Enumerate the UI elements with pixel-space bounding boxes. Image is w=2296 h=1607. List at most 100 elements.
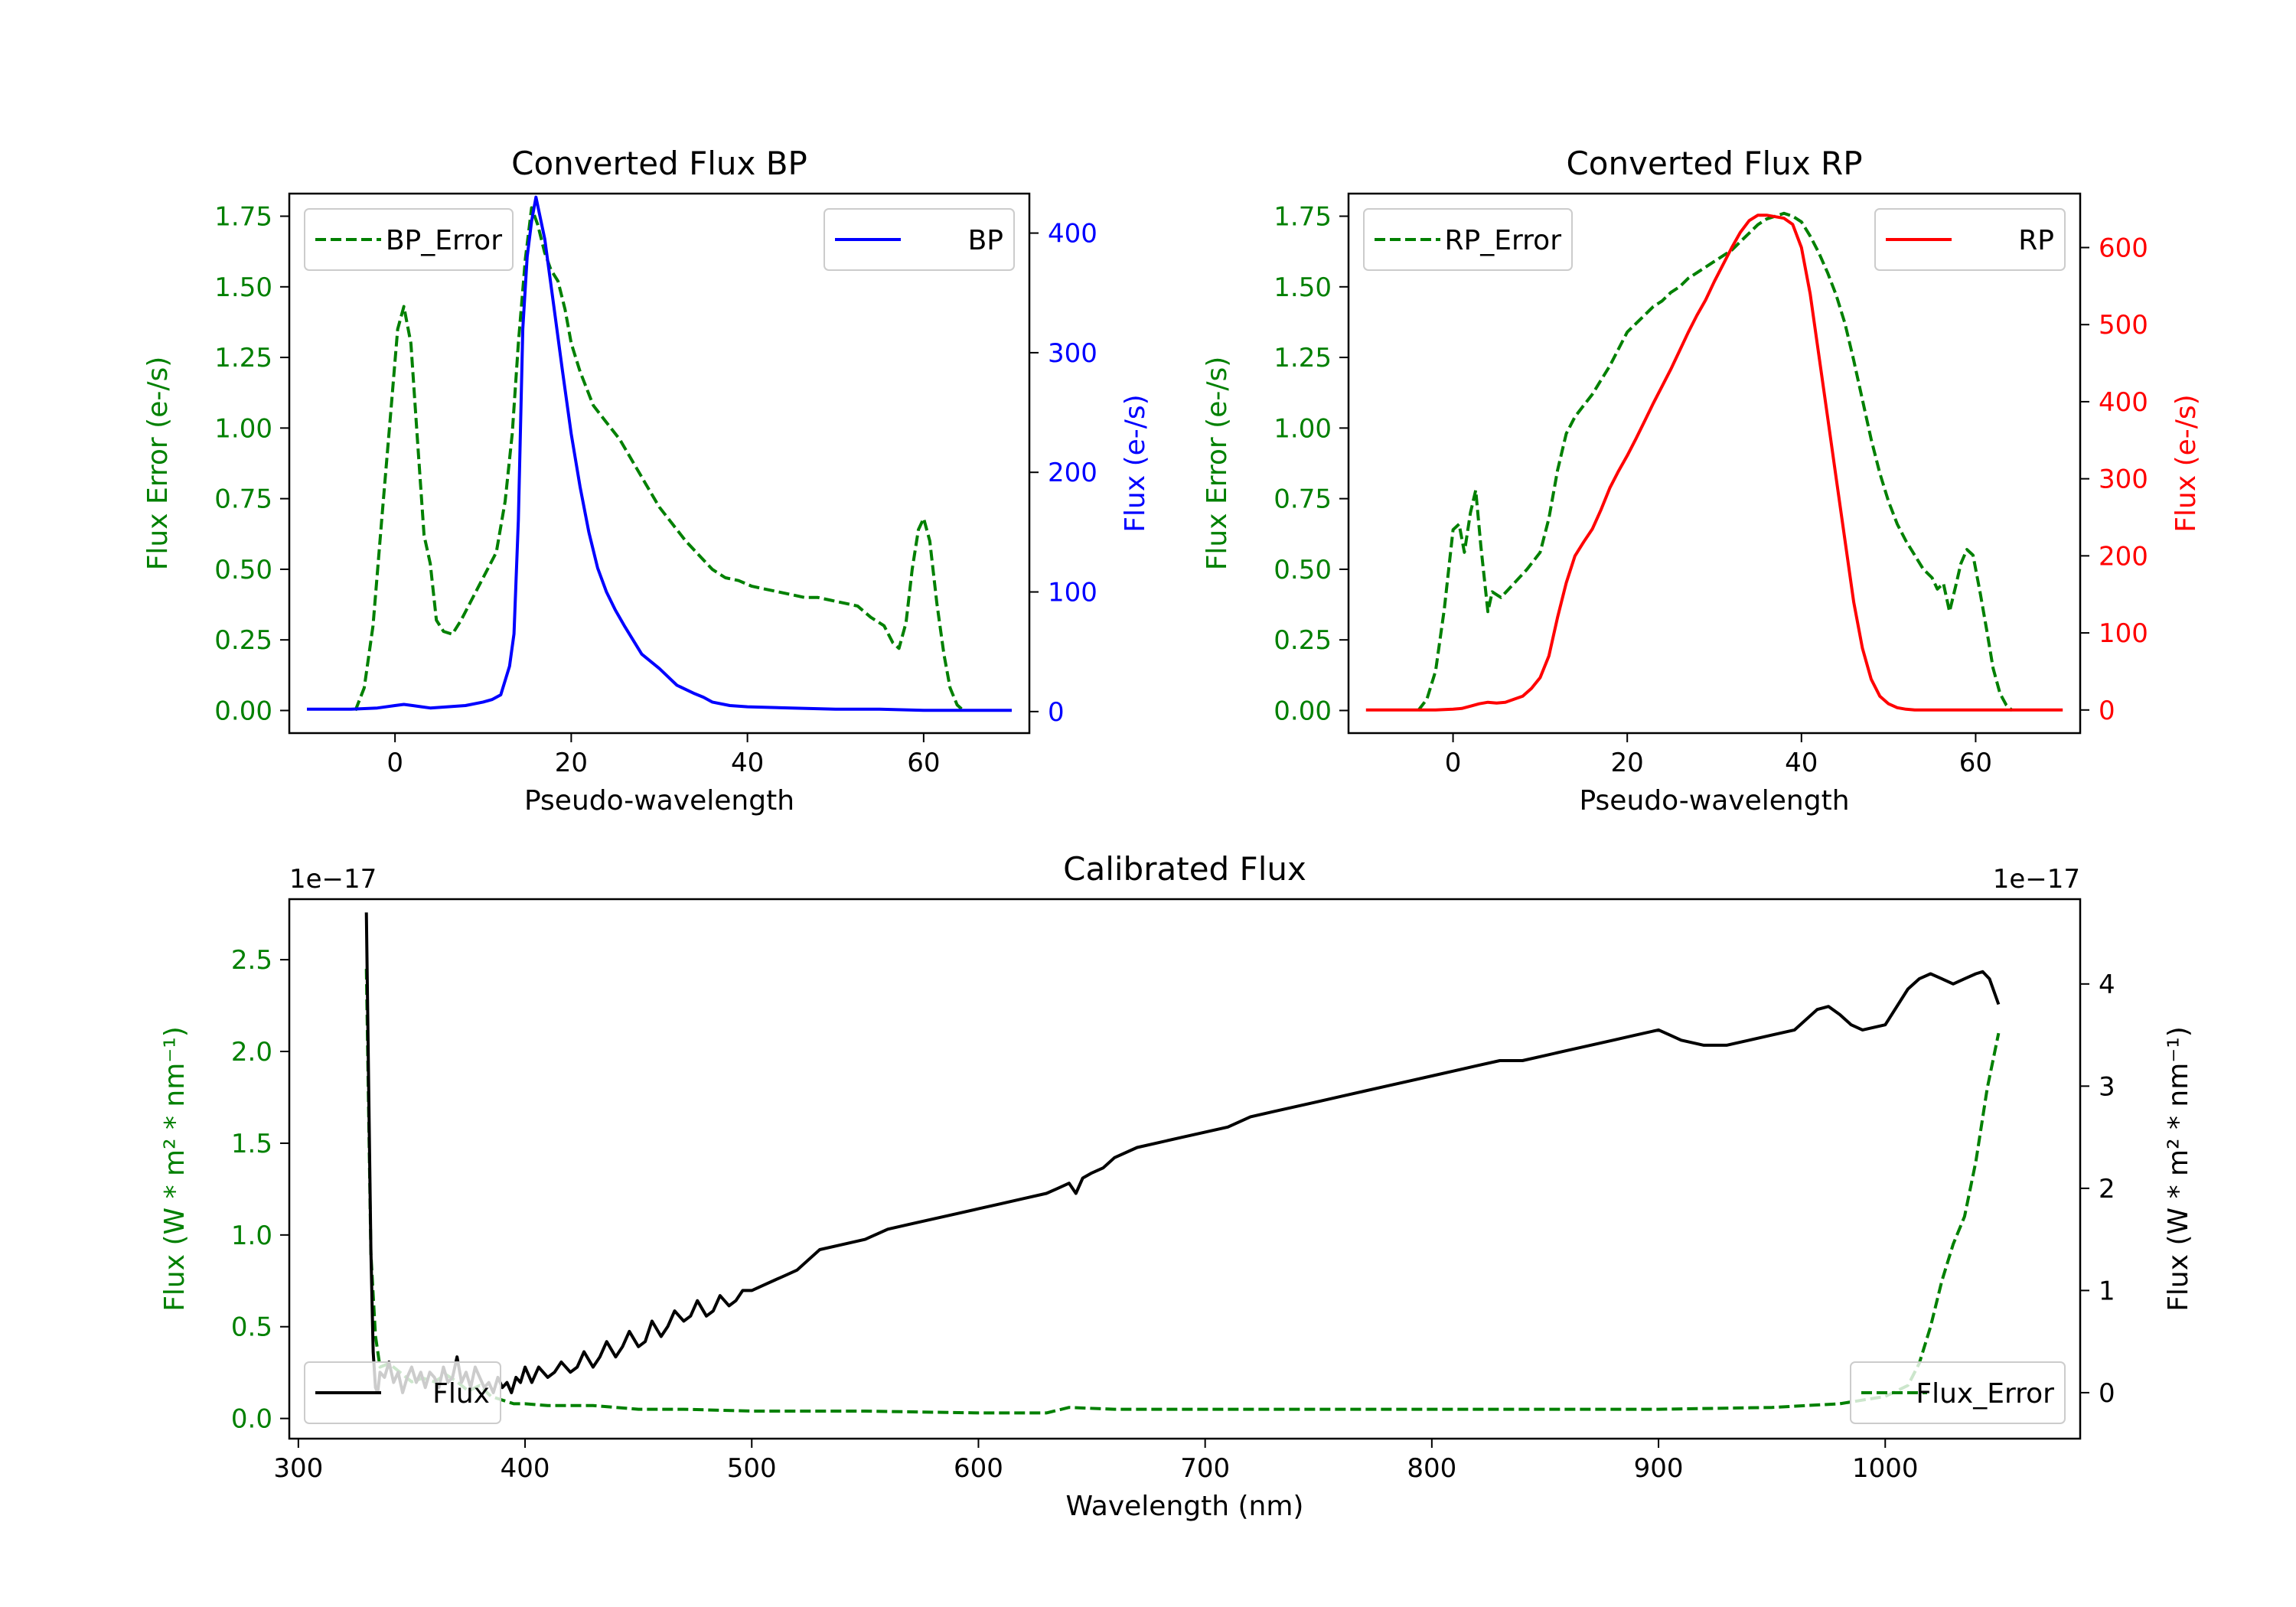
x-axis-label: Wavelength (nm) xyxy=(1066,1491,1304,1522)
x-tick-label: 300 xyxy=(273,1453,323,1484)
y-left-tick-label: 0.75 xyxy=(214,484,272,515)
series-line-flux xyxy=(364,912,2001,1394)
y-right-tick-label: 100 xyxy=(2099,618,2148,649)
x-tick-label: 700 xyxy=(1180,1453,1230,1484)
x-tick-label: 800 xyxy=(1407,1453,1456,1484)
x-tick-label: 900 xyxy=(1634,1453,1684,1484)
plot-frame xyxy=(288,898,2082,1440)
y-left-tick-label: 0.75 xyxy=(1274,484,1332,515)
chart-1: 0 20 40 60 0.00 0.25 0.50 0.75 1.00 1.25 1.50 1.75 0… xyxy=(142,145,1151,817)
y-right-tick-label: 0 xyxy=(2099,696,2115,726)
x-tick-label: 500 xyxy=(727,1453,777,1484)
legend-label: RP_Error xyxy=(1445,225,1562,256)
y-left-tick-label: 1.75 xyxy=(1274,202,1332,233)
y-right-tick-label: 500 xyxy=(2099,310,2148,341)
x-tick-label: 40 xyxy=(731,748,764,778)
y-left-tick-label: 1.25 xyxy=(214,343,272,373)
y-right-offset-label: 1e−17 xyxy=(1993,864,2080,895)
y-left-tick-label: 1.50 xyxy=(214,272,272,303)
x-tick-label: 40 xyxy=(1785,748,1818,778)
chart-3: 300 400 500 600 700 800 900 1000 0.0 0.5 1.0 1.5 2.0… xyxy=(159,850,2194,1522)
y-left-tick-label: 1.75 xyxy=(214,202,272,233)
legend-label: RP xyxy=(2018,225,2054,256)
y-left-tick-label: 0.00 xyxy=(1274,696,1332,726)
legend-bp-error: BP_Error xyxy=(304,208,514,271)
y-left-axis-label: Flux Error (e-/s) xyxy=(142,357,174,571)
y-left-tick-label: 1.00 xyxy=(1274,413,1332,444)
y-right-axis-label: Flux (W * m² * nm⁻¹) xyxy=(2163,1026,2194,1312)
y-left-tick-label: 0.25 xyxy=(1274,625,1332,656)
legend-box xyxy=(1850,1361,2066,1424)
legend-label: Flux xyxy=(432,1378,490,1410)
y-left-tick-label: 0.5 xyxy=(231,1312,272,1343)
y-left-tick-label: 1.00 xyxy=(214,413,272,444)
y-right-tick-label: 100 xyxy=(1048,578,1097,608)
y-right-tick-label: 200 xyxy=(2099,541,2148,572)
chart-title: Converted Flux RP xyxy=(1566,145,1862,182)
y-left-tick-label: 2.5 xyxy=(231,945,272,976)
x-tick-label: 20 xyxy=(555,748,588,778)
chart-title: Calibrated Flux xyxy=(1063,850,1306,888)
legend-box xyxy=(823,208,1015,271)
y-left-axis-label: Flux Error (e-/s) xyxy=(1202,357,1233,571)
y-left-tick-label: 1.25 xyxy=(1274,343,1332,373)
x-tick-label: 1000 xyxy=(1852,1453,1919,1484)
y-right-tick-label: 200 xyxy=(1048,458,1097,488)
x-tick-label: 0 xyxy=(1445,748,1462,778)
y-left-tick-label: 0.0 xyxy=(231,1404,272,1435)
y-left-offset-label: 1e−17 xyxy=(289,864,377,895)
y-left-tick-label: 0.25 xyxy=(214,625,272,656)
legend-box xyxy=(1363,208,1573,271)
y-left-tick-label: 1.5 xyxy=(231,1129,272,1159)
legend-bp: BP xyxy=(823,208,1015,271)
y-left-tick-label: 0.00 xyxy=(214,696,272,726)
legend-label: Flux_Error xyxy=(1916,1378,2054,1410)
legend-flux-error: Flux_Error xyxy=(1850,1361,2066,1424)
y-right-tick-label: 3 xyxy=(2099,1071,2115,1102)
x-axis-label: Pseudo-wavelength xyxy=(1579,785,1849,817)
series-group xyxy=(307,195,1012,712)
y-left-axis-label: Flux (W * m² * nm⁻¹) xyxy=(159,1026,191,1312)
y-right-tick-label: 2 xyxy=(2099,1174,2115,1204)
legend-rp-error: RP_Error xyxy=(1363,208,1573,271)
x-tick-label: 60 xyxy=(907,748,940,778)
x-axis-label: Pseudo-wavelength xyxy=(524,785,794,817)
y-right-tick-label: 4 xyxy=(2099,970,2115,1000)
series-line-bp-error xyxy=(354,206,965,712)
y-left-tick-label: 1.0 xyxy=(231,1221,272,1251)
y-right-tick-label: 400 xyxy=(2099,387,2148,418)
series-group xyxy=(364,912,2001,1415)
legend-box xyxy=(304,1361,501,1424)
plot-frame xyxy=(288,192,1031,735)
series-line-bp xyxy=(307,195,1012,712)
y-right-tick-label: 400 xyxy=(1048,219,1097,249)
y-right-axis-label: Flux (e-/s) xyxy=(1120,394,1151,532)
legend-label: BP_Error xyxy=(386,225,502,256)
y-left-tick-label: 1.50 xyxy=(1274,272,1332,303)
y-right-tick-label: 300 xyxy=(1048,338,1097,369)
x-tick-label: 600 xyxy=(954,1453,1003,1484)
x-tick-label: 20 xyxy=(1611,748,1644,778)
y-left-tick-label: 0.50 xyxy=(214,555,272,585)
legend-label: BP xyxy=(968,225,1003,256)
series-line-rp-error xyxy=(1417,211,2014,712)
chart-2: 0 20 40 60 0.00 0.25 0.50 0.75 1.00 1.25 1.50 1.75 0… xyxy=(1202,145,2202,817)
y-right-tick-label: 0 xyxy=(2099,1378,2115,1409)
y-right-tick-label: 1 xyxy=(2099,1276,2115,1306)
y-right-tick-label: 600 xyxy=(2099,233,2148,264)
x-tick-label: 0 xyxy=(386,748,403,778)
series-group xyxy=(1365,211,2063,712)
legend-box xyxy=(304,208,514,271)
legend-rp: RP xyxy=(1874,208,2066,271)
plot-frame xyxy=(1347,192,2082,735)
y-right-tick-label: 300 xyxy=(2099,464,2148,495)
x-tick-label: 60 xyxy=(1959,748,1992,778)
x-tick-label: 400 xyxy=(501,1453,550,1484)
chart-title: Converted Flux BP xyxy=(511,145,807,182)
y-left-tick-label: 0.50 xyxy=(1274,555,1332,585)
y-left-tick-label: 2.0 xyxy=(231,1037,272,1068)
legend-box xyxy=(1874,208,2066,271)
series-line-rp xyxy=(1365,214,2063,712)
y-right-tick-label: 0 xyxy=(1048,697,1065,728)
legend-flux: Flux xyxy=(304,1361,501,1424)
